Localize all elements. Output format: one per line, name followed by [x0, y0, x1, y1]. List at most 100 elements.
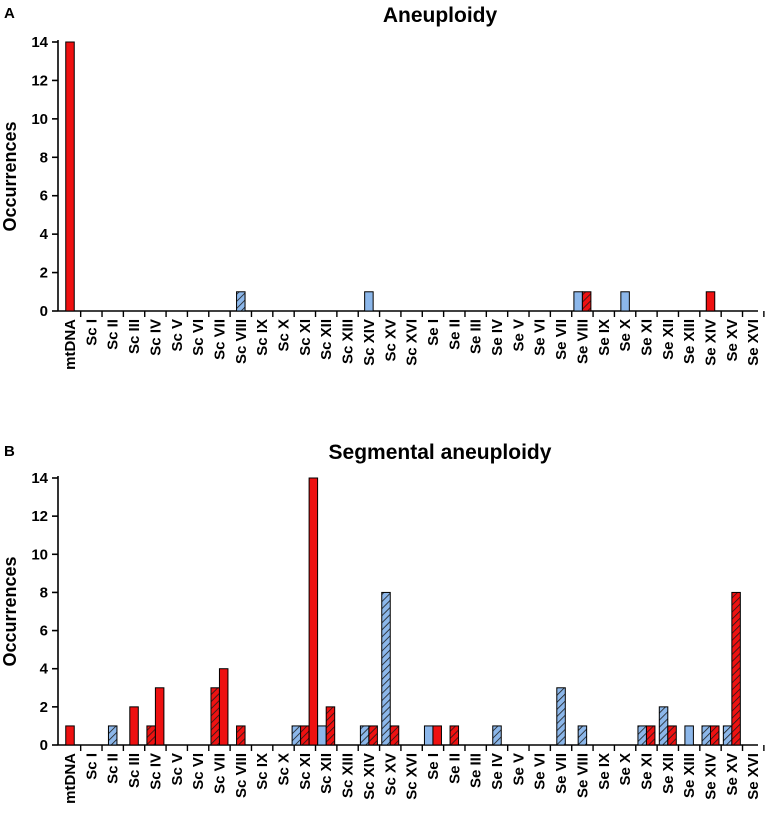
bar-red-hatched: [210, 687, 220, 746]
x-tick-label: Se XV: [724, 753, 741, 796]
bar-blue-solid: [317, 725, 327, 746]
bar-blue-hatched: [701, 725, 711, 746]
x-tick-label: Se I: [425, 319, 442, 346]
bar-red-solid: [308, 477, 319, 746]
y-tick-label: 8: [40, 149, 48, 166]
x-tick-label: Sc XVI: [404, 753, 421, 800]
x-tick-label: Se I: [425, 753, 442, 780]
x-tick-label: Sc VIII: [233, 753, 250, 798]
x-tick-label: Sc XI: [297, 319, 314, 356]
bar-blue-solid: [364, 291, 374, 312]
x-tick-label: Se XV: [724, 319, 741, 362]
x-tick-label: Se XII: [660, 753, 677, 794]
bar-blue-hatched: [658, 706, 669, 746]
x-tick-label: Se IX: [596, 753, 613, 790]
x-tick-label: Se IX: [596, 319, 613, 356]
x-tick-label: Se XIII: [681, 753, 698, 798]
x-tick-label: Sc XIII: [340, 753, 357, 798]
bar-red-solid: [218, 668, 229, 746]
bar-blue-solid: [684, 725, 694, 746]
y-axis-label: Occurrences: [0, 556, 20, 666]
x-tick-label: Sc IX: [254, 319, 271, 356]
bar-red-hatched: [300, 725, 310, 746]
bar-red-hatched: [146, 725, 156, 746]
x-tick-label: Se XVI: [745, 753, 762, 800]
bar-blue-hatched: [492, 725, 502, 746]
x-tick-label: Sc V: [169, 753, 186, 786]
x-tick-label: Sc VI: [190, 319, 207, 356]
bar-blue-hatched: [637, 725, 647, 746]
y-tick-label: 4: [40, 661, 49, 678]
x-tick-label: Se XII: [660, 319, 677, 360]
bar-blue-solid: [573, 291, 583, 312]
x-tick-label: Sc X: [276, 753, 293, 786]
bar-red-hatched: [325, 706, 336, 746]
x-tick-label: Se IV: [489, 753, 506, 790]
y-tick-label: 10: [31, 546, 48, 563]
y-tick-label: 4: [40, 226, 49, 243]
bar-red-solid: [432, 725, 442, 746]
x-tick-label: Se XIII: [681, 319, 698, 364]
y-tick-label: 10: [31, 111, 48, 128]
x-tick-label: Se XI: [638, 319, 655, 356]
y-tick-label: 14: [31, 470, 48, 487]
bar-blue-hatched: [722, 725, 733, 746]
bar-red-hatched: [645, 725, 656, 746]
x-tick-label: Sc III: [126, 753, 143, 788]
x-tick-label: Se X: [617, 319, 634, 352]
bar-red-solid: [705, 291, 716, 312]
x-tick-label: Sc V: [169, 319, 186, 352]
bar-red-hatched: [449, 725, 460, 746]
x-tick-label: Sc XII: [318, 753, 335, 794]
x-tick-label: Se XI: [638, 753, 655, 790]
bar-red-solid: [154, 687, 165, 746]
x-tick-label: Sc X: [276, 319, 293, 352]
x-tick-label: Se XIV: [703, 753, 720, 800]
x-tick-label: Sc II: [105, 319, 122, 350]
x-tick-label: mtDNA: [62, 753, 79, 804]
bar-red-hatched: [389, 725, 400, 746]
y-tick-label: 14: [31, 34, 48, 51]
bar-blue-solid: [423, 725, 434, 746]
y-tick-label: 8: [40, 584, 48, 601]
bar-blue-hatched: [381, 591, 391, 746]
y-axis-label: Occurrences: [0, 121, 20, 231]
x-tick-label: Sc XV: [382, 319, 399, 362]
x-tick-label: Se XVI: [745, 319, 762, 366]
x-tick-label: Se VI: [532, 753, 549, 790]
bar-blue-hatched: [236, 291, 246, 312]
x-tick-label: Se II: [446, 319, 463, 350]
bar-red-hatched: [731, 591, 741, 746]
y-tick-label: 6: [40, 188, 48, 205]
x-tick-label: Se VIII: [574, 319, 591, 364]
x-tick-label: Sc III: [126, 319, 143, 354]
x-tick-label: Se V: [510, 753, 527, 786]
bar-red-solid: [65, 725, 75, 746]
x-tick-label: Sc I: [83, 319, 100, 346]
x-tick-label: mtDNA: [62, 319, 79, 370]
x-tick-label: Sc VIII: [233, 319, 250, 364]
x-tick-label: Se IV: [489, 319, 506, 356]
x-tick-label: Sc XVI: [404, 319, 421, 366]
bar-blue-hatched: [107, 725, 118, 746]
chart-title: Segmental aneuploidy: [329, 441, 552, 464]
y-tick-label: 12: [31, 508, 48, 525]
y-tick-label: 12: [31, 72, 48, 89]
x-tick-label: Sc VII: [211, 753, 228, 794]
bar-blue-hatched: [359, 725, 370, 746]
x-tick-label: Sc XIV: [361, 319, 378, 366]
bar-red-hatched: [710, 725, 720, 746]
x-tick-label: Sc XIV: [361, 753, 378, 800]
x-tick-label: Se III: [468, 753, 485, 788]
y-tick-label: 0: [40, 737, 48, 754]
bar-blue-solid: [620, 291, 630, 312]
x-tick-label: Sc XI: [297, 753, 314, 790]
x-tick-label: Sc XIII: [340, 319, 357, 364]
x-tick-label: Sc VI: [190, 753, 207, 790]
bar-red-solid: [65, 41, 75, 312]
bar-blue-hatched: [556, 687, 566, 746]
chart-title: Aneuploidy: [383, 4, 498, 27]
x-tick-label: Se II: [446, 753, 463, 784]
x-tick-label: Sc II: [105, 753, 122, 784]
